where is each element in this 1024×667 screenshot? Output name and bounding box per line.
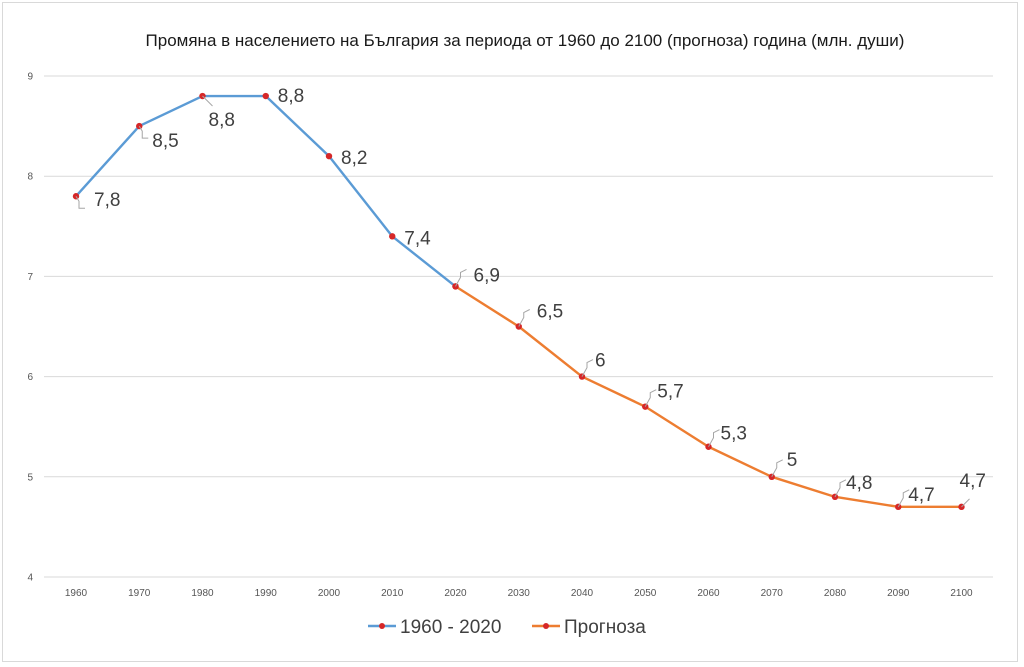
data-label: 8,2 (341, 148, 367, 169)
leader-line (834, 479, 847, 498)
x-tick-label: 1990 (255, 588, 278, 599)
data-label: 8,8 (278, 86, 304, 107)
y-tick-label: 9 (27, 72, 33, 83)
series-line-1 (454, 285, 962, 509)
leader-line (708, 429, 720, 447)
x-axis-ticks: 1960 1970 1980 1990 2000 2010 2020 2030 2040 2050… (65, 588, 973, 599)
data-point (389, 233, 396, 240)
leader-line (897, 489, 910, 508)
chart-title: Промяна в населението на България за пер… (146, 31, 905, 50)
y-axis-ticks: 4 5 6 7 8 9 (27, 72, 33, 584)
data-label: 4,7 (960, 471, 986, 492)
legend-swatch-marker (543, 623, 549, 629)
legend-label: Прогноза (564, 617, 646, 638)
x-tick-label: 2000 (318, 588, 341, 599)
leader-line (138, 125, 149, 139)
legend-label: 1960 - 2020 (400, 617, 501, 638)
legend: 1960 - 2020 Прогноза (368, 617, 646, 638)
x-tick-label: 2100 (950, 588, 973, 599)
leader-line (961, 498, 970, 508)
gridlines (44, 75, 993, 578)
y-tick-label: 8 (27, 172, 33, 183)
leader-line (771, 459, 783, 478)
leader-line (455, 268, 467, 287)
data-label: 5,3 (721, 424, 747, 445)
data-label: 8,5 (152, 131, 178, 152)
data-label: 6,5 (537, 302, 563, 323)
leader-line (75, 195, 85, 209)
data-point (262, 92, 269, 100)
data-labels: 7,8 8,5 8,8 8,8 8,2 7,4 6,9 6,5 6 5,7 5,3 5 4,8 4,7 4,… (75, 86, 986, 508)
y-tick-label: 6 (27, 372, 33, 383)
series-line-0 (75, 94, 457, 288)
series-group (72, 92, 965, 511)
x-tick-label: 2010 (381, 588, 404, 599)
x-tick-label: 2060 (697, 588, 720, 599)
data-label: 7,4 (404, 228, 431, 249)
y-tick-label: 7 (27, 272, 33, 283)
x-tick-label: 2050 (634, 588, 657, 599)
data-label: 4,7 (908, 485, 934, 506)
data-label: 5 (787, 450, 798, 471)
x-tick-label: 2020 (444, 588, 467, 599)
x-tick-label: 1970 (128, 588, 151, 599)
leader-line (581, 359, 594, 377)
x-tick-label: 2040 (571, 588, 594, 599)
y-tick-label: 5 (27, 472, 33, 483)
x-tick-label: 2030 (508, 588, 531, 599)
leader-line (518, 309, 530, 327)
data-label: 8,8 (209, 110, 235, 131)
x-tick-label: 1960 (65, 588, 88, 599)
x-tick-label: 1980 (191, 588, 214, 599)
x-tick-label: 2070 (761, 588, 784, 599)
leader-line (202, 95, 213, 107)
data-label: 5,7 (657, 382, 683, 403)
leader-line (644, 389, 657, 407)
data-label: 4,8 (846, 473, 872, 494)
y-tick-label: 4 (27, 573, 33, 584)
data-label: 6 (595, 351, 606, 372)
x-tick-label: 2090 (887, 588, 910, 599)
legend-swatch-marker (379, 623, 385, 629)
data-label: 7,8 (94, 190, 120, 211)
x-tick-label: 2080 (824, 588, 847, 599)
data-label: 6,9 (474, 265, 500, 286)
data-point (325, 152, 333, 160)
